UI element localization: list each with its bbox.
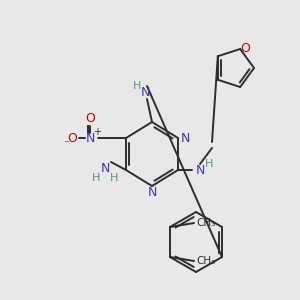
Text: H: H <box>110 173 118 183</box>
Text: N: N <box>140 85 150 98</box>
Text: CH₃: CH₃ <box>196 218 215 228</box>
Text: ⁻: ⁻ <box>63 139 69 149</box>
Text: N: N <box>195 164 205 176</box>
Text: CH₃: CH₃ <box>196 256 215 266</box>
Text: +: + <box>93 127 101 137</box>
Text: N: N <box>180 131 190 145</box>
Text: O: O <box>240 43 250 56</box>
Text: N: N <box>100 163 110 176</box>
Text: H: H <box>92 173 100 183</box>
Text: O: O <box>85 112 95 125</box>
Text: H: H <box>133 81 141 91</box>
Text: N: N <box>85 131 95 145</box>
Text: N: N <box>147 187 157 200</box>
Text: O: O <box>67 131 77 145</box>
Text: H: H <box>205 159 213 169</box>
